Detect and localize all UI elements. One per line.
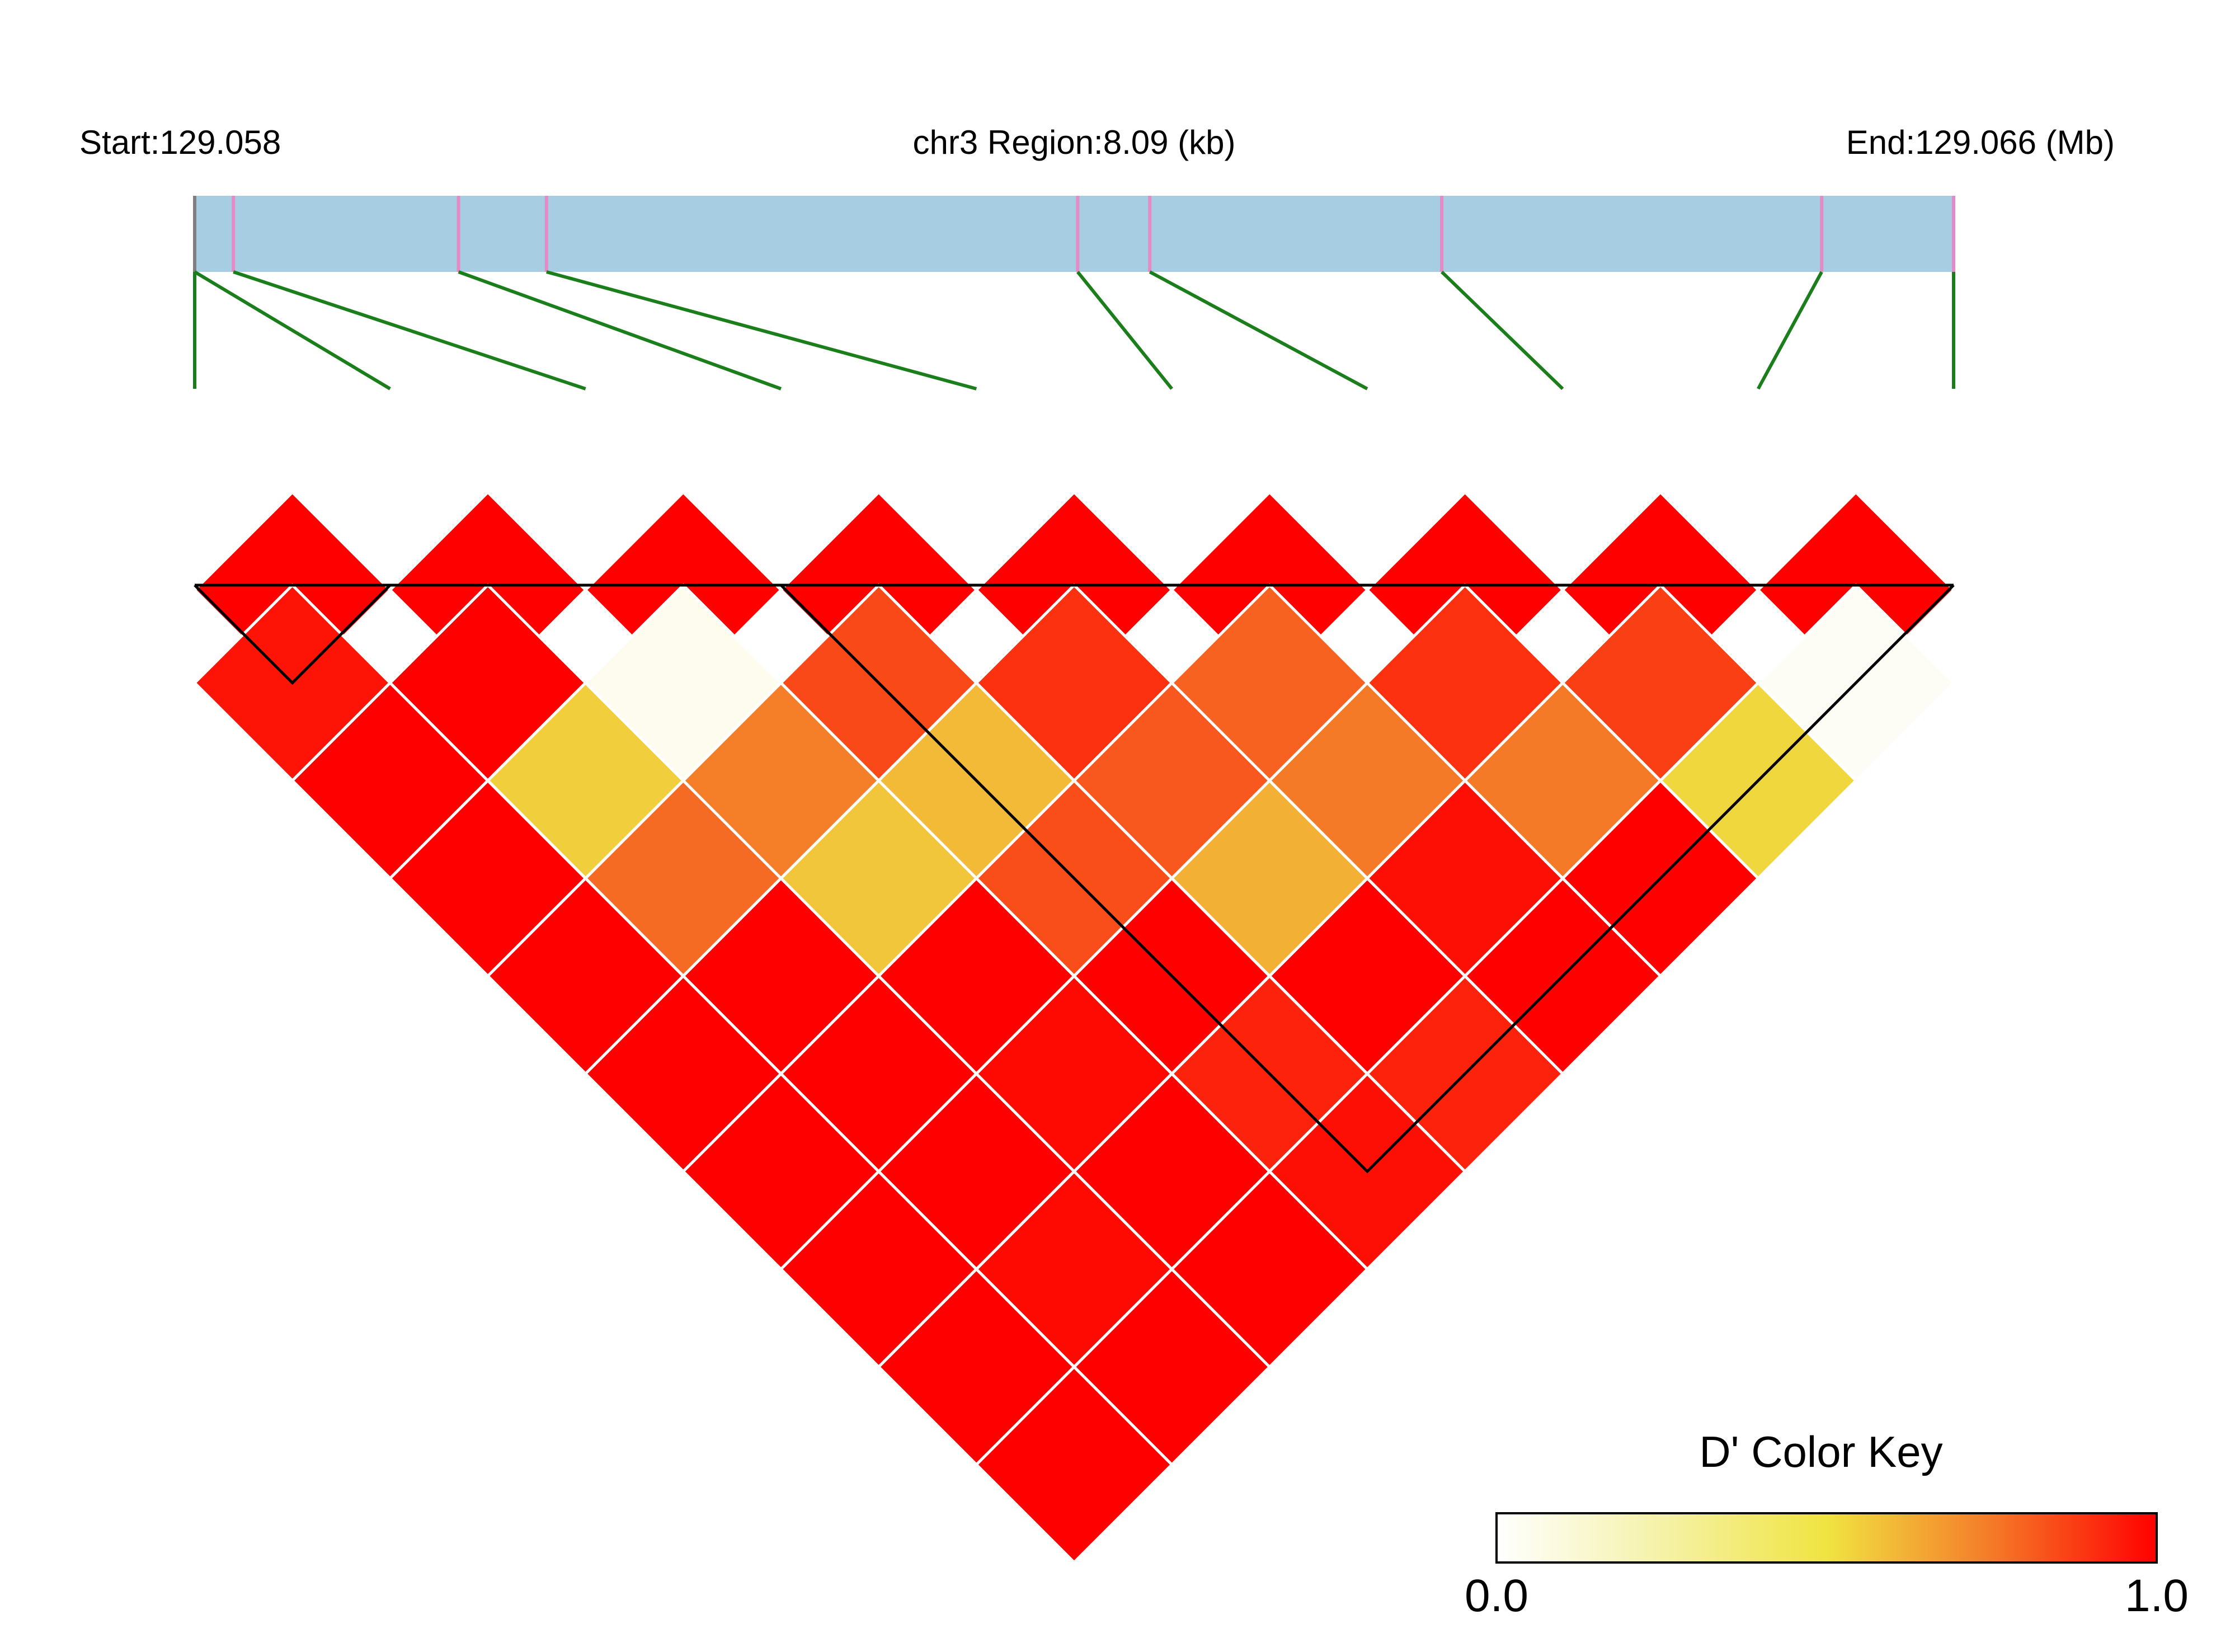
- ld-block-group: [194, 583, 1955, 1174]
- color-key-title: D' Color Key: [1699, 1427, 1942, 1476]
- snp-connector: [1149, 270, 1368, 390]
- snp-tick-group: [193, 196, 1955, 272]
- color-key-min-label: 0.0: [1465, 1570, 1528, 1621]
- ld-block-outline: [194, 584, 392, 685]
- snp-connector: [1441, 270, 1564, 390]
- color-key-max-label: 1.0: [2125, 1570, 2189, 1621]
- snp-connector: [194, 270, 391, 390]
- snp-connector-group: [193, 270, 1955, 390]
- snp-connector: [546, 270, 977, 390]
- color-key-bar: [1495, 1512, 2158, 1564]
- snp-connector: [1757, 271, 1823, 390]
- region-end-label: End:129.066 (Mb): [1846, 124, 2115, 161]
- snp-connector: [233, 270, 586, 390]
- region-start-label: Start:129.058: [79, 124, 281, 161]
- snp-connector: [458, 270, 782, 390]
- gene-region-bar: [195, 196, 1954, 272]
- ld-cell-group: [192, 490, 1956, 1565]
- snp-connector: [1076, 271, 1174, 390]
- region-title: chr3 Region:8.09 (kb): [913, 124, 1236, 161]
- ld-block-outline: [780, 584, 1955, 1174]
